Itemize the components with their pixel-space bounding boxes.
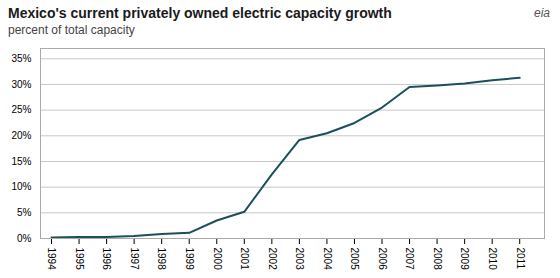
svg-text:2002: 2002 [267, 248, 278, 271]
svg-text:5%: 5% [17, 207, 32, 218]
svg-text:1999: 1999 [184, 248, 195, 271]
svg-text:2011: 2011 [515, 248, 526, 270]
svg-text:30%: 30% [11, 79, 31, 90]
svg-text:2008: 2008 [432, 248, 443, 271]
svg-text:2007: 2007 [404, 248, 415, 271]
svg-text:15%: 15% [11, 156, 31, 167]
html-text:Mexico's current privately own: Mexico's current privately owned electri… [8, 5, 392, 21]
svg-text:1995: 1995 [74, 248, 85, 271]
svg-text:2000: 2000 [212, 248, 223, 271]
svg-text:2001: 2001 [239, 248, 250, 271]
svg-text:10%: 10% [11, 181, 31, 192]
svg-text:2003: 2003 [294, 248, 305, 271]
svg-text:1997: 1997 [129, 248, 140, 271]
svg-text:1996: 1996 [101, 248, 112, 271]
svg-text:0%: 0% [17, 233, 32, 244]
svg-text:2005: 2005 [349, 248, 360, 271]
html-text:percent of total capacity: percent of total capacity [8, 23, 135, 37]
svg-text:1998: 1998 [156, 248, 167, 271]
svg-text:2006: 2006 [377, 248, 388, 271]
svg-text:2010: 2010 [487, 248, 498, 271]
html-text:eia: eia [534, 6, 550, 20]
svg-text:20%: 20% [11, 130, 31, 141]
svg-text:25%: 25% [11, 104, 31, 115]
svg-text:2009: 2009 [459, 248, 470, 271]
svg-text:1994: 1994 [46, 248, 57, 271]
svg-text:35%: 35% [11, 53, 31, 64]
svg-text:2004: 2004 [322, 248, 333, 271]
